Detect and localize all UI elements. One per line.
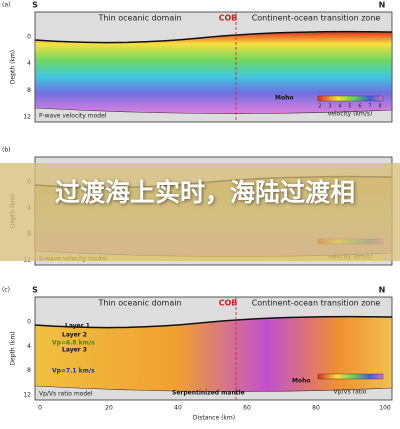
x-tick-label: 40 <box>174 405 182 412</box>
annotation: Vp=7.1 km/s <box>52 368 95 375</box>
annotation: Serpentinized mantle <box>172 390 245 397</box>
panel-label: (b) <box>2 147 11 154</box>
colorbar-label: velocity (km/s) <box>328 111 373 118</box>
y-tick-label: 8 <box>27 367 31 374</box>
colorbar-tick-label: 3 <box>328 104 331 110</box>
colorbar-tick-label: 4 <box>338 104 341 110</box>
y-axis-label: Depth (km) <box>10 50 17 84</box>
north-label: N <box>379 1 386 10</box>
annotation: Vp=6.8 km/s <box>52 340 95 347</box>
annotation: Moho <box>292 378 311 385</box>
colorbar-tick-label: 7 <box>368 104 371 110</box>
north-label: N <box>379 286 386 295</box>
colorbar-tick-label: 5 <box>348 104 351 110</box>
annotation: Layer 1 <box>65 323 90 330</box>
colorbar <box>317 373 384 380</box>
x-axis-label: Distance (km) <box>193 415 235 422</box>
y-tick-label: 4 <box>27 60 31 67</box>
domain-title: Continent-ocean transition zone <box>252 14 381 23</box>
x-tick-label: 20 <box>105 405 113 412</box>
y-tick-label: 4 <box>27 343 31 350</box>
panel-label: (c) <box>2 287 10 294</box>
x-tick-label: 0 <box>38 405 42 412</box>
model-label: Vp/Vs ratio model <box>39 391 93 398</box>
x-tick-label: 100 <box>379 405 391 412</box>
y-tick-label: 0 <box>27 319 31 326</box>
panel-label: (a) <box>2 2 10 9</box>
banner-text: 过渡海上实时，海陆过渡相 <box>54 178 355 207</box>
colorbar-label: Vp/Vs ratio <box>334 389 367 396</box>
seafloor <box>34 30 393 44</box>
seafloor <box>34 315 393 329</box>
y-tick-label: 0 <box>27 34 31 41</box>
model-body <box>34 31 393 114</box>
colorbar <box>317 95 384 102</box>
colorbar-tick-label: 6 <box>358 104 361 110</box>
y-axis-label: Depth (km) <box>10 331 17 365</box>
y-tick-label: 8 <box>27 87 31 94</box>
annotation: Moho <box>275 95 294 102</box>
y-tick-label: 12 <box>23 392 31 399</box>
domain-title: Continent-ocean transition zone <box>252 299 381 308</box>
domain-title: Thin oceanic domain <box>97 14 181 23</box>
cob-label: COB <box>219 299 238 308</box>
x-tick-label: 60 <box>243 405 251 412</box>
y-tick-label: 12 <box>23 114 31 121</box>
banner-overlay <box>0 163 400 261</box>
south-label: S <box>32 286 38 295</box>
cob-label: COB <box>219 14 238 23</box>
annotation: Layer 3 <box>62 347 87 354</box>
annotation: Layer 2 <box>62 332 87 339</box>
colorbar-tick-label: 8 <box>378 104 381 110</box>
x-tick-label: 80 <box>312 405 320 412</box>
south-label: S <box>32 1 38 10</box>
domain-title: Thin oceanic domain <box>97 299 181 308</box>
colorbar-tick-label: 2 <box>318 104 321 110</box>
model-label: P-wave velocity model <box>39 113 107 120</box>
